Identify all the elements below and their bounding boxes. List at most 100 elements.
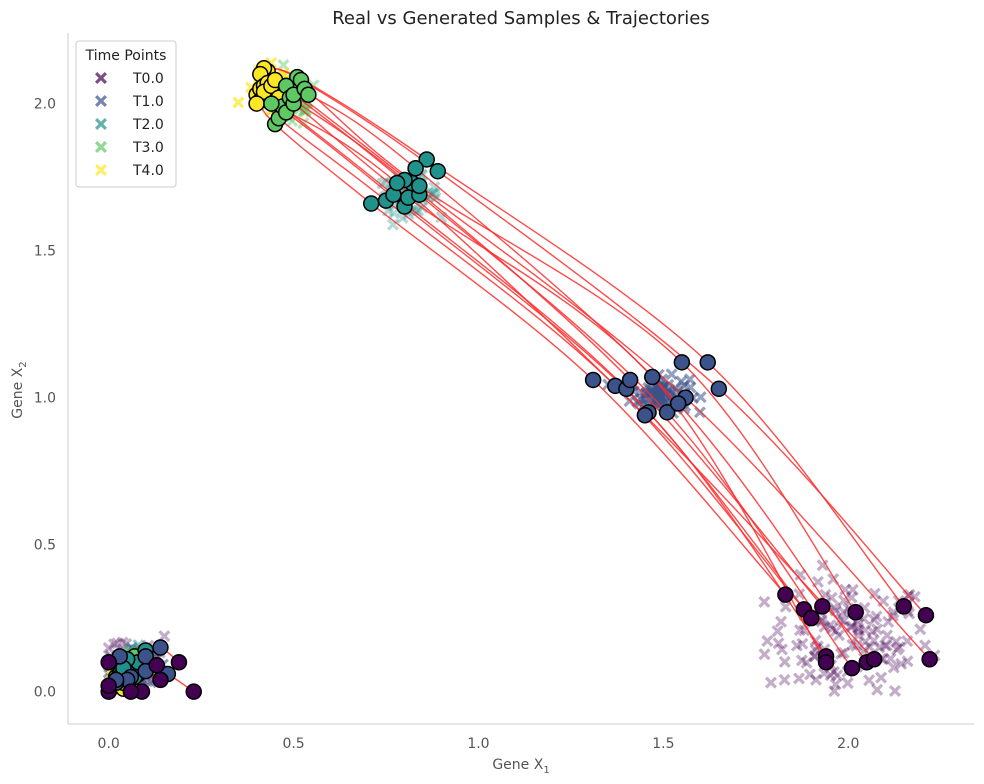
- real-point: [852, 622, 865, 635]
- real-point-shape: [863, 674, 876, 687]
- real-point: [914, 623, 927, 636]
- real-point-shape: [299, 105, 312, 118]
- x-tick-label: 1.0: [467, 736, 489, 752]
- x-tick-label: 0.5: [282, 736, 304, 752]
- real-point: [379, 175, 392, 188]
- real-point-shape: [816, 559, 829, 572]
- real-point-shape: [803, 668, 816, 681]
- real-point-shape: [809, 673, 822, 686]
- real-point-shape: [758, 595, 771, 608]
- real-point-shape: [829, 624, 842, 637]
- real-point: [779, 600, 792, 613]
- real-point-shape: [875, 671, 888, 684]
- real-point-shape: [828, 685, 841, 698]
- x-axis-label: Gene X1: [492, 757, 549, 776]
- generated-point: [407, 160, 424, 177]
- real-point: [803, 668, 816, 681]
- real-point: [884, 652, 897, 665]
- real-point: [878, 639, 891, 652]
- real-point: [428, 186, 441, 199]
- x-tick-label: 0.0: [98, 736, 120, 752]
- real-point: [808, 650, 821, 663]
- generated-point: [621, 371, 639, 389]
- real-point-shape: [428, 186, 441, 199]
- real-point-shape: [778, 655, 791, 668]
- real-point: [824, 619, 837, 632]
- legend-marker: [95, 72, 107, 84]
- real-point-shape: [694, 391, 707, 404]
- real-point: [818, 667, 831, 680]
- real-point: [863, 674, 876, 687]
- real-point: [683, 373, 696, 386]
- real-point-shape: [232, 96, 245, 109]
- real-point: [831, 669, 844, 682]
- real-point: [882, 615, 895, 628]
- real-point-shape: [771, 625, 784, 638]
- real-point-shape: [779, 600, 792, 613]
- real-point-shape: [852, 622, 865, 635]
- real-point-shape: [796, 637, 809, 650]
- generated-point: [362, 195, 380, 212]
- real-point-shape: [919, 639, 932, 652]
- generated-point: [152, 639, 169, 656]
- generated-point: [411, 177, 428, 195]
- real-point: [657, 394, 670, 407]
- generated-point: [636, 407, 654, 424]
- real-point: [853, 624, 866, 637]
- real-point: [795, 654, 808, 667]
- real-point: [758, 648, 771, 661]
- real-point: [829, 624, 842, 637]
- legend-marker-shape: [95, 118, 107, 130]
- real-point: [800, 656, 813, 669]
- generated-point: [122, 683, 140, 700]
- real-point-shape: [825, 591, 838, 604]
- real-point-shape: [831, 669, 844, 682]
- real-point-shape: [639, 392, 652, 405]
- legend-marker: [95, 141, 107, 153]
- generated-point: [100, 654, 117, 671]
- real-point: [903, 588, 916, 601]
- real-point: [639, 392, 652, 405]
- real-point-shape: [818, 667, 831, 680]
- y-tick-label: 0.5: [34, 538, 56, 554]
- generated-point: [263, 95, 280, 112]
- legend-entry: T0.0: [95, 71, 164, 87]
- real-point-shape: [277, 59, 290, 72]
- real-point: [867, 634, 880, 647]
- real-point: [919, 639, 932, 652]
- legend-entry: T3.0: [95, 140, 164, 156]
- real-point: [901, 655, 914, 668]
- real-point: [778, 655, 791, 668]
- real-point: [108, 638, 121, 651]
- real-point-shape: [871, 623, 884, 636]
- real-point: [895, 657, 908, 670]
- generated-point: [185, 683, 202, 700]
- generated-point: [148, 656, 166, 674]
- generated-point: [388, 174, 406, 192]
- real-point: [772, 637, 785, 650]
- real-point: [834, 613, 847, 626]
- real-point: [387, 207, 400, 220]
- real-point-shape: [846, 638, 859, 651]
- real-point: [893, 641, 906, 654]
- real-point: [888, 684, 901, 697]
- real-point: [886, 609, 899, 622]
- real-point-shape: [761, 634, 774, 647]
- real-point-shape: [116, 636, 129, 649]
- real-point: [866, 625, 879, 638]
- y-tick-label: 1.0: [34, 391, 56, 407]
- real-point: [871, 683, 884, 696]
- real-point: [859, 635, 872, 648]
- generated-point: [152, 671, 169, 689]
- generated-point: [429, 162, 447, 180]
- generated-point: [658, 404, 676, 421]
- real-point: [837, 646, 850, 659]
- y-tick-labels: 0.0 0.5 1.0 1.5 2.0: [34, 97, 56, 701]
- real-point: [871, 623, 884, 636]
- real-point-shape: [435, 211, 448, 224]
- real-point: [825, 591, 838, 604]
- generated-point: [418, 151, 435, 168]
- legend: Time Points T0.0 T1.0 T2.0 T3.0 T4.0: [75, 40, 177, 188]
- real-point-shape: [778, 673, 791, 686]
- generated-point: [669, 395, 687, 412]
